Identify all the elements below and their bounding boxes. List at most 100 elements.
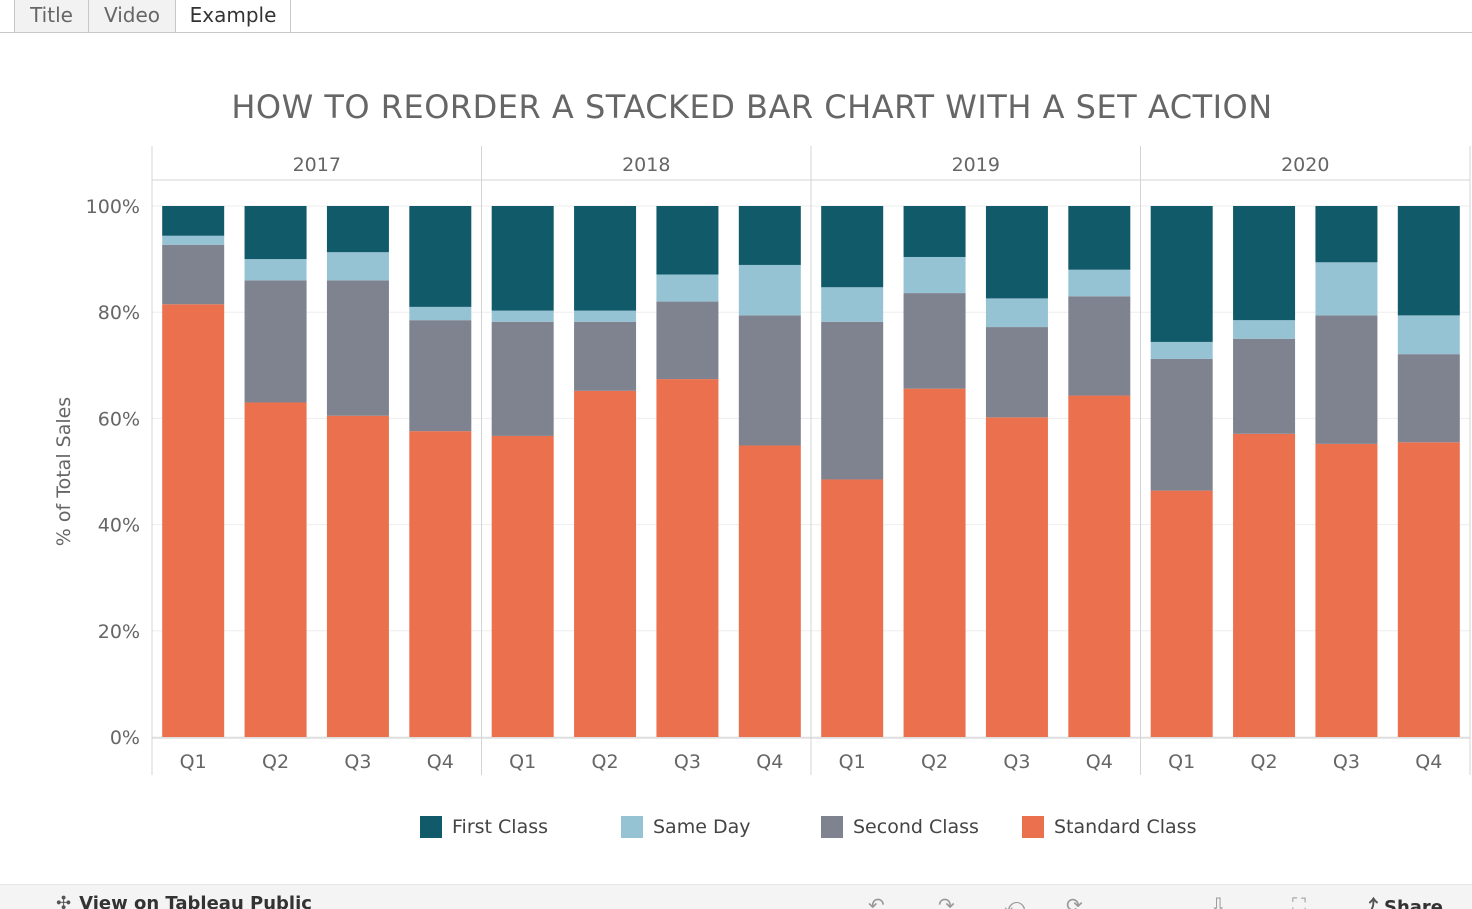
bar-segment-same-day bbox=[821, 287, 884, 322]
x-tick-label: Q2 bbox=[592, 751, 619, 773]
tableau-logo-icon: ✣ bbox=[56, 893, 72, 909]
bar-segment-second-class bbox=[491, 321, 554, 436]
y-tick-label: 20% bbox=[98, 621, 140, 643]
bar-segment-same-day bbox=[903, 256, 966, 294]
bar-segment-same-day bbox=[656, 274, 719, 302]
bar-segment-second-class bbox=[326, 280, 389, 416]
tab-bar: Title Video Example bbox=[0, 0, 1472, 33]
bar-segment-same-day bbox=[1315, 262, 1378, 316]
bar-segment-first-class bbox=[574, 206, 637, 311]
bar-segment-second-class bbox=[1315, 315, 1378, 444]
bar-segment-second-class bbox=[985, 327, 1048, 418]
bar-segment-same-day bbox=[326, 252, 389, 281]
bar-segment-second-class bbox=[409, 320, 472, 432]
y-tick-label: 0% bbox=[110, 727, 140, 749]
bar-segment-second-class bbox=[574, 321, 637, 391]
bar-segment-second-class bbox=[1150, 358, 1213, 491]
x-tick-label: Q4 bbox=[427, 751, 454, 773]
legend-item-second-class[interactable]: Second Class bbox=[821, 812, 979, 842]
bar-segment-first-class bbox=[1233, 206, 1296, 321]
legend-label-standard-class: Standard Class bbox=[1054, 816, 1197, 838]
bar-segment-standard-class bbox=[244, 402, 307, 737]
bar-segment-same-day bbox=[738, 264, 801, 316]
download-icon[interactable]: ⇩ bbox=[1210, 893, 1227, 909]
bar-segment-standard-class bbox=[162, 304, 225, 737]
y-tick-label: 80% bbox=[98, 302, 140, 324]
bar-segment-standard-class bbox=[1068, 395, 1131, 737]
stacked-bar-chart: HOW TO REORDER A STACKED BAR CHART WITH … bbox=[53, 88, 1471, 775]
bar-segment-second-class bbox=[244, 280, 307, 403]
legend-item-first-class[interactable]: First Class bbox=[420, 812, 548, 842]
redo-icon[interactable]: ↷ bbox=[938, 893, 955, 909]
bar-segment-first-class bbox=[1397, 206, 1460, 316]
bar-segment-first-class bbox=[903, 206, 966, 257]
year-header-2018: 2018 bbox=[622, 154, 670, 176]
bar-segment-first-class bbox=[162, 206, 225, 236]
legend-swatch-standard-class bbox=[1022, 816, 1044, 838]
bar-segment-standard-class bbox=[409, 431, 472, 737]
y-tick-label: 60% bbox=[98, 408, 140, 430]
bar-segment-second-class bbox=[1397, 354, 1460, 443]
bar-segment-same-day bbox=[1150, 341, 1213, 359]
x-tick-label: Q2 bbox=[1251, 751, 1278, 773]
bar-segment-standard-class bbox=[326, 415, 389, 737]
tab-divider bbox=[0, 32, 1472, 33]
legend-item-same-day[interactable]: Same Day bbox=[621, 812, 750, 842]
chart-title: HOW TO REORDER A STACKED BAR CHART WITH … bbox=[231, 88, 1272, 126]
bar-segment-standard-class bbox=[1150, 490, 1213, 737]
bar-segment-standard-class bbox=[903, 388, 966, 737]
bar-segment-first-class bbox=[656, 206, 719, 275]
legend-swatch-second-class bbox=[821, 816, 843, 838]
bar-segment-standard-class bbox=[1233, 433, 1296, 737]
share-label: Share bbox=[1384, 897, 1444, 909]
bar-segment-second-class bbox=[656, 301, 719, 380]
share-button[interactable]: ⤴ Share bbox=[1360, 893, 1443, 909]
bar-segment-first-class bbox=[821, 206, 884, 288]
bar-segment-same-day bbox=[574, 310, 637, 322]
bar-segment-second-class bbox=[738, 315, 801, 446]
fullscreen-icon[interactable]: ⛶ bbox=[1292, 893, 1306, 909]
bar-segment-first-class bbox=[491, 206, 554, 311]
x-tick-label: Q1 bbox=[509, 751, 536, 773]
year-header-2019: 2019 bbox=[952, 154, 1000, 176]
legend-label-first-class: First Class bbox=[452, 816, 549, 838]
tab-title[interactable]: Title bbox=[14, 0, 89, 32]
x-tick-label: Q4 bbox=[1086, 751, 1113, 773]
legend-label-second-class: Second Class bbox=[853, 816, 979, 838]
y-tick-label: 100% bbox=[86, 196, 140, 218]
bar-segment-first-class bbox=[1150, 206, 1213, 342]
undo-icon[interactable]: ↶ bbox=[868, 893, 885, 909]
bar-segment-standard-class bbox=[656, 379, 719, 737]
bar-segment-same-day bbox=[985, 298, 1048, 328]
bar-segment-standard-class bbox=[491, 435, 554, 737]
legend-label-same-day: Same Day bbox=[653, 816, 751, 838]
x-tick-label: Q4 bbox=[756, 751, 783, 773]
bar-segment-same-day bbox=[1068, 269, 1131, 297]
x-tick-label: Q3 bbox=[1333, 751, 1360, 773]
bar-segment-first-class bbox=[244, 206, 307, 260]
bar-segment-standard-class bbox=[985, 417, 1048, 737]
tab-example[interactable]: Example bbox=[175, 0, 291, 33]
revert-icon[interactable]: ⤺ bbox=[1004, 893, 1026, 909]
legend: First Class Same Day Second Class Standa… bbox=[0, 812, 1472, 842]
bar-segment-standard-class bbox=[574, 390, 637, 737]
x-tick-label: Q3 bbox=[674, 751, 701, 773]
legend-item-standard-class[interactable]: Standard Class bbox=[1022, 812, 1196, 842]
view-on-tableau-public-link[interactable]: ✣ View on Tableau Public bbox=[56, 893, 312, 909]
year-header-2020: 2020 bbox=[1281, 154, 1329, 176]
bar-segment-standard-class bbox=[1397, 442, 1460, 737]
bar-segment-second-class bbox=[1233, 338, 1296, 434]
bar-segment-first-class bbox=[1068, 206, 1131, 270]
legend-swatch-same-day bbox=[621, 816, 643, 838]
bar-segment-same-day bbox=[409, 306, 472, 321]
bar-segment-same-day bbox=[491, 310, 554, 322]
tableau-toolbar: ✣ View on Tableau Public ↶ ↷ ⤺ ⟳ ⇩ ⛶ ⤴ Sh… bbox=[0, 884, 1472, 909]
bar-segment-standard-class bbox=[821, 479, 884, 737]
bar-segment-standard-class bbox=[1315, 443, 1378, 737]
x-tick-label: Q2 bbox=[921, 751, 948, 773]
tab-video[interactable]: Video bbox=[89, 0, 176, 32]
bar-segment-first-class bbox=[1315, 206, 1378, 263]
x-tick-label: Q1 bbox=[839, 751, 866, 773]
refresh-icon[interactable]: ⟳ bbox=[1066, 893, 1083, 909]
x-tick-label: Q4 bbox=[1415, 751, 1442, 773]
